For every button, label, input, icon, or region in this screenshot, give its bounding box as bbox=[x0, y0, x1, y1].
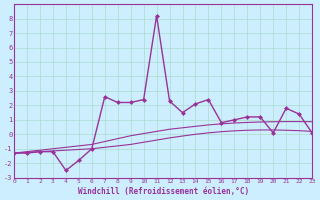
X-axis label: Windchill (Refroidissement éolien,°C): Windchill (Refroidissement éolien,°C) bbox=[77, 187, 249, 196]
